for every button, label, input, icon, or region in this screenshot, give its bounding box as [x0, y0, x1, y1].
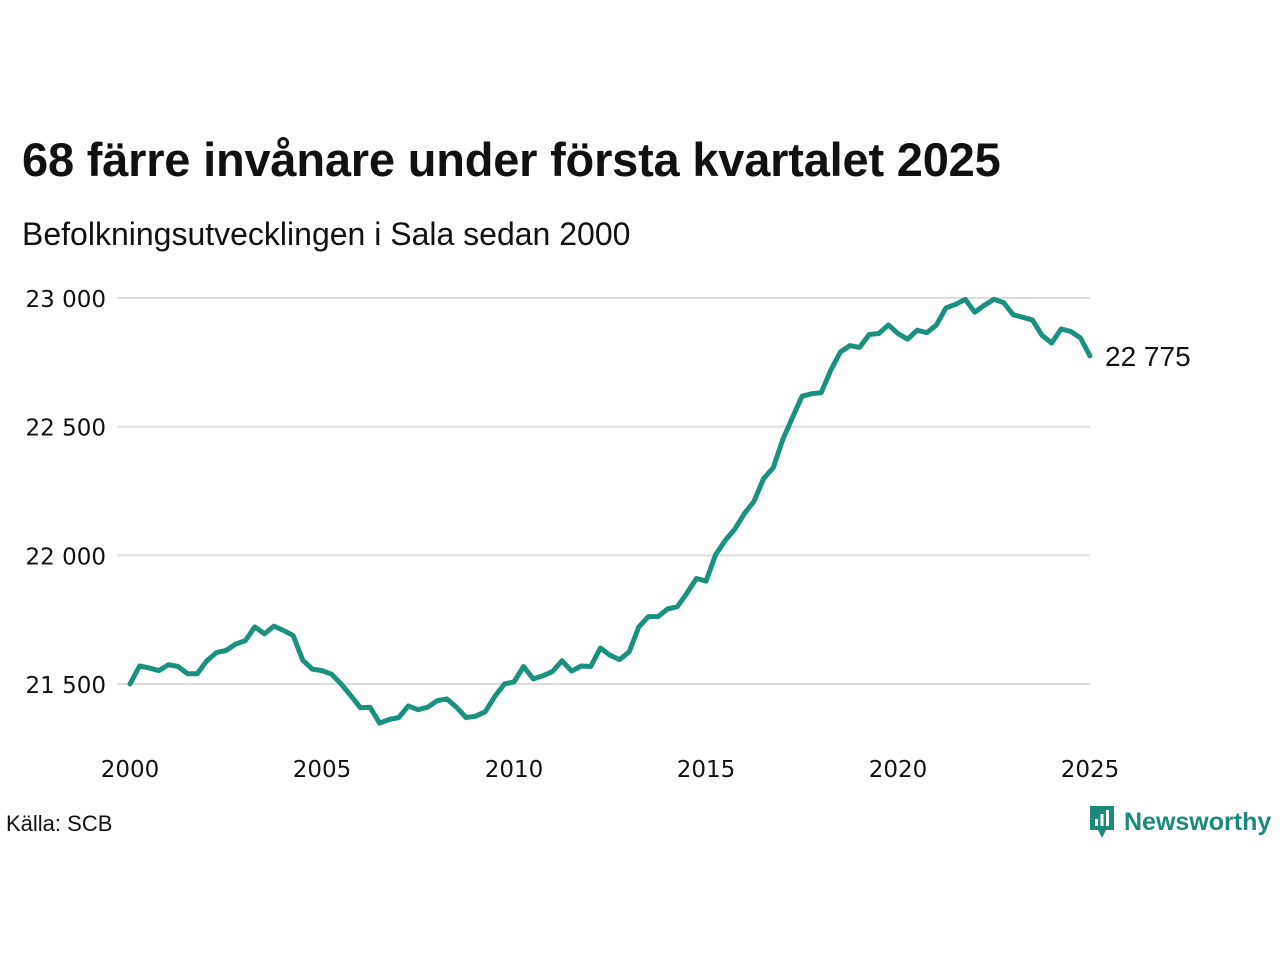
gridlines	[117, 297, 1090, 685]
chart-title: 68 färre invånare under första kvartalet…	[22, 133, 1001, 186]
annotation-layer: 22 775	[1105, 341, 1191, 372]
series-line	[127, 296, 1093, 726]
y-tick-label: 22 500	[26, 416, 106, 442]
y-tick-label: 22 000	[26, 544, 106, 570]
chart-subtitle: Befolkningsutvecklingen i Sala sedan 200…	[22, 216, 631, 252]
newsworthy-logo-icon	[1090, 806, 1114, 838]
series-layer	[127, 296, 1093, 726]
x-tick-label: 2010	[485, 757, 544, 783]
y-axis-tick-labels: 21 500 22 000 22 500 23 000	[26, 287, 106, 699]
brand-name: Newsworthy	[1124, 807, 1272, 836]
end-value-label: 22 775	[1105, 341, 1191, 372]
x-tick-label: 2025	[1061, 757, 1120, 783]
brand-logo: Newsworthy	[1088, 804, 1271, 840]
x-tick-label: 2000	[101, 757, 160, 783]
x-axis-tick-labels: 2000 2005 2010 2015 2020 2025	[101, 757, 1120, 783]
x-tick-label: 2015	[677, 757, 736, 783]
x-tick-label: 2005	[293, 757, 352, 783]
y-tick-label: 23 000	[26, 287, 106, 313]
x-tick-label: 2020	[869, 757, 928, 783]
source-note: Källa: SCB	[6, 811, 113, 836]
y-tick-label: 21 500	[26, 673, 106, 699]
